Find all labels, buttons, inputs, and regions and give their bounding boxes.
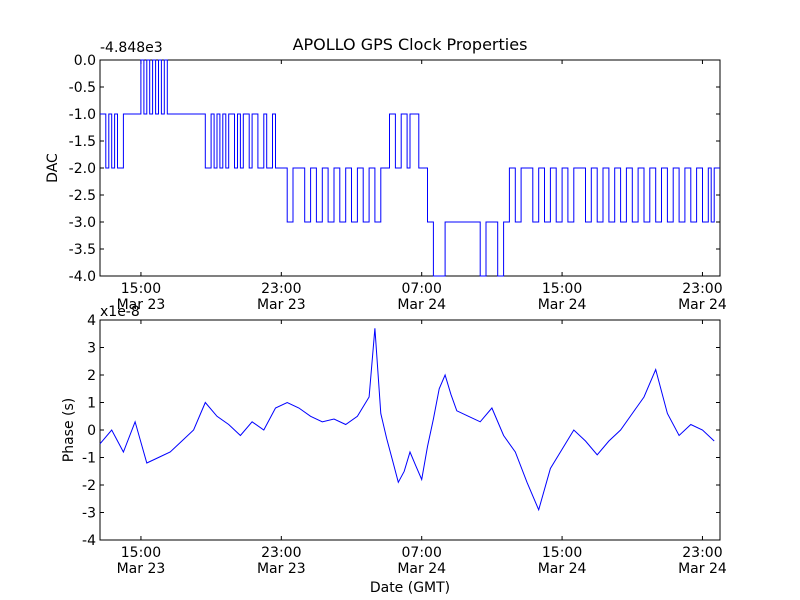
phase-plot-area: [99, 319, 721, 541]
dac-y-tick-label: -1.5: [69, 134, 96, 150]
phase-y-tick-label: -3: [82, 506, 96, 522]
dac-y-tick-label: -2.5: [69, 188, 96, 204]
phase-y-tick-label: -1: [82, 451, 96, 467]
dac-y-tick-label: -4.0: [69, 269, 96, 285]
dac-x-tick-label-time: 23:00: [261, 281, 301, 297]
dac-x-tick-label-date: Mar 24: [397, 297, 446, 313]
dac-y-tick-label: -3.0: [69, 215, 96, 231]
phase-y-tick-label: 2: [87, 368, 96, 384]
phase-x-tick-label-time: 15:00: [121, 545, 161, 561]
chart-title: APOLLO GPS Clock Properties: [293, 35, 528, 54]
phase-panel: x1e-8 Phase (s) Date (GMT) 4 3 2 1 0 -1 -2 -3 -4…: [61, 304, 727, 596]
dac-x-tick-label-date: Mar 23: [257, 297, 306, 313]
dac-y-axis-label: DAC: [45, 153, 61, 183]
dac-panel: -4.848e3 DAC 0.0 -0.5 -1.0 -1.5 -2.0 -2.5 -3.0…: [45, 40, 727, 313]
phase-x-tick-label-date: Mar 23: [117, 561, 166, 577]
phase-x-tick-label-time: 07:00: [402, 545, 442, 561]
dac-y-tick-label: -1.0: [69, 107, 96, 123]
dac-x-tick-label-time: 07:00: [402, 281, 442, 297]
dac-x-tick-label-date: Mar 24: [538, 297, 587, 313]
phase-y-tick-label: -4: [82, 533, 96, 549]
dac-x-tick-label-time: 15:00: [542, 281, 582, 297]
phase-y-axis-label: Phase (s): [61, 398, 77, 462]
dac-y-tick-label: 0.0: [74, 53, 96, 69]
phase-x-tick-label-time: 23:00: [682, 545, 722, 561]
dac-series-line: [100, 59, 720, 277]
phase-x-axis-label: Date (GMT): [370, 580, 450, 596]
dac-y-tick-label: -2.0: [69, 161, 96, 177]
phase-y-tick-label: 4: [87, 313, 96, 329]
phase-x-tick-label-date: Mar 24: [538, 561, 587, 577]
phase-y-tick-label: 0: [87, 423, 96, 439]
dac-x-tick-label-time: 23:00: [682, 281, 722, 297]
phase-x-tick-label-date: Mar 24: [397, 561, 446, 577]
phase-x-tick-label-date: Mar 24: [678, 561, 727, 577]
dac-x-tick-label-date: Mar 23: [117, 297, 166, 313]
dac-y-tick-label: -0.5: [69, 80, 96, 96]
phase-offset-text: x1e-8: [100, 304, 140, 320]
phase-x-tick-label-time: 15:00: [542, 545, 582, 561]
dac-offset-text: -4.848e3: [100, 40, 163, 56]
phase-x-tick-label-time: 23:00: [261, 545, 301, 561]
dac-x-tick-label-date: Mar 24: [678, 297, 727, 313]
phase-y-tick-label: 1: [87, 396, 96, 412]
phase-y-tick-label: -2: [82, 478, 96, 494]
phase-x-tick-label-date: Mar 23: [257, 561, 306, 577]
dac-x-tick-label-time: 15:00: [121, 281, 161, 297]
dac-y-tick-label: -3.5: [69, 242, 96, 258]
phase-y-tick-label: 3: [87, 341, 96, 357]
phase-series-line: [99, 328, 715, 512]
